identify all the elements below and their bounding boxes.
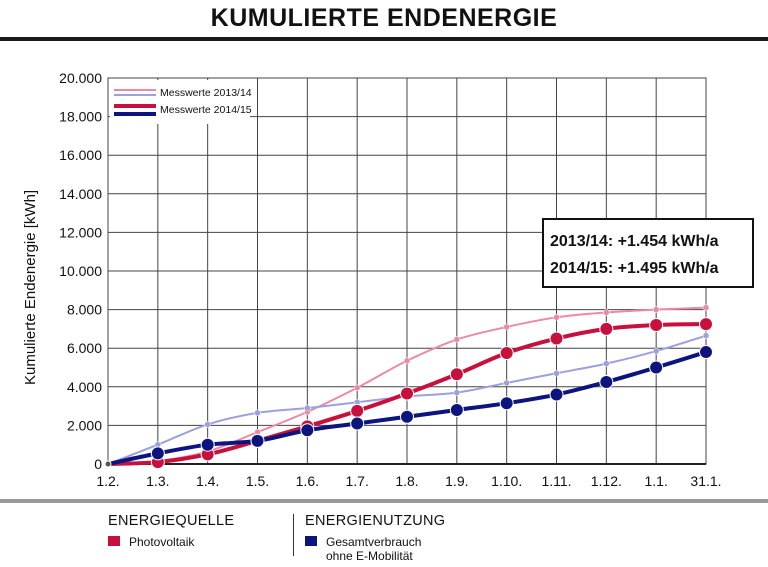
legend-label-2013-14: Messwerte 2013/14 bbox=[160, 87, 252, 99]
energy-source-item: Photovoltaik bbox=[108, 535, 234, 549]
energy-usage-heading: ENERGIENUTZUNG bbox=[305, 513, 446, 529]
data-point-series-1 bbox=[603, 309, 610, 316]
x-tick-label: 1.2. bbox=[96, 473, 119, 489]
chart-legend: Messwerte 2013/14 Messwerte 2014/15 bbox=[110, 80, 252, 124]
data-point-series-4 bbox=[400, 409, 414, 424]
x-tick-label: 1.6. bbox=[296, 473, 319, 489]
data-point-series-1 bbox=[403, 357, 411, 364]
y-tick-label: 18.000 bbox=[59, 109, 102, 125]
data-point-series-1 bbox=[553, 314, 560, 321]
chart-title: KUMULIERTE ENDENERGIE bbox=[210, 4, 558, 32]
data-point-series-2 bbox=[503, 379, 510, 387]
y-tick-label: 6.000 bbox=[67, 340, 102, 356]
data-point-series-4 bbox=[350, 416, 365, 431]
consumption-label-line1: Gesamtverbrauch bbox=[326, 535, 422, 549]
x-tick-label: 1.8. bbox=[395, 473, 418, 489]
data-point-series-4 bbox=[104, 460, 112, 468]
y-tick-label: 0 bbox=[94, 456, 102, 472]
chart-canvas: 0 2.000 4.000 6.000 8.000 10.000 12.000 14.000 1… bbox=[59, 70, 754, 489]
x-tick-label: 1.5. bbox=[246, 473, 269, 489]
data-point-series-2 bbox=[553, 370, 560, 377]
x-tick-label: 1.12. bbox=[591, 473, 622, 489]
data-point-series-4 bbox=[649, 360, 664, 375]
data-point-series-3 bbox=[699, 317, 713, 332]
y-tick-label: 2.000 bbox=[67, 417, 102, 433]
data-point-series-2 bbox=[652, 347, 660, 355]
x-tick-label: 31.1. bbox=[690, 473, 721, 489]
annotation-frame bbox=[542, 218, 754, 288]
data-point-series-4 bbox=[499, 396, 514, 411]
consumption-label-line2: ohne E-Mobilität bbox=[326, 549, 413, 563]
annotation-box: 2013/14: +1.454 kWh/a 2014/15: +1.495 kWh… bbox=[542, 218, 754, 288]
data-point-series-3 bbox=[649, 318, 664, 333]
data-point-series-2 bbox=[453, 389, 461, 396]
legend-box bbox=[110, 80, 250, 124]
y-tick-label: 14.000 bbox=[59, 186, 102, 202]
legend-energy-usage: ENERGIENUTZUNG Gesamtverbrauch ohne E-Mo… bbox=[305, 513, 445, 563]
consumption-swatch bbox=[305, 536, 317, 546]
legend-label-2014-15: Messwerte 2014/15 bbox=[160, 104, 252, 116]
x-tick-label: 1.3. bbox=[146, 473, 169, 489]
data-point-series-4 bbox=[300, 423, 315, 438]
x-tick-label: 1.9. bbox=[445, 473, 468, 489]
data-point-series-4 bbox=[250, 433, 265, 448]
annotation-line-1: 2013/14: +1.454 kWh/a bbox=[550, 233, 719, 250]
data-point-series-3 bbox=[599, 321, 614, 336]
legend-divider bbox=[293, 514, 294, 556]
section-rule bbox=[0, 499, 768, 503]
data-point-series-3 bbox=[350, 403, 365, 418]
y-axis-label: Kumulierte Endenergie [kWh] bbox=[22, 189, 39, 385]
y-tick-label: 4.000 bbox=[67, 379, 102, 395]
energy-source-heading: ENERGIEQUELLE bbox=[108, 513, 235, 529]
data-point-series-2 bbox=[702, 332, 710, 339]
data-point-series-1 bbox=[652, 306, 660, 313]
data-point-series-4 bbox=[200, 437, 215, 452]
energy-usage-item: Gesamtverbrauch ohne E-Mobilität bbox=[305, 535, 445, 563]
data-point-series-3 bbox=[449, 367, 464, 382]
data-point-series-2 bbox=[254, 409, 261, 417]
y-tick-label: 12.000 bbox=[59, 224, 102, 240]
title-rule bbox=[0, 37, 768, 41]
data-point-series-1 bbox=[503, 323, 510, 331]
y-tick-label: 16.000 bbox=[59, 147, 102, 163]
data-point-series-2 bbox=[304, 404, 311, 412]
data-point-series-4 bbox=[150, 446, 165, 461]
x-tick-label: 1.7. bbox=[345, 473, 368, 489]
data-point-series-2 bbox=[204, 421, 211, 428]
photovoltaik-swatch bbox=[108, 536, 120, 546]
data-point-series-1 bbox=[353, 384, 361, 392]
data-point-series-1 bbox=[453, 336, 461, 343]
y-tick-label: 10.000 bbox=[59, 263, 102, 279]
annotation-line-2: 2014/15: +1.495 kWh/a bbox=[550, 260, 719, 277]
y-tick-label: 20.000 bbox=[59, 70, 102, 86]
data-point-series-4 bbox=[699, 345, 713, 360]
data-point-series-3 bbox=[549, 331, 564, 346]
x-tick-label: 1.4. bbox=[196, 473, 219, 489]
data-point-series-3 bbox=[400, 386, 414, 401]
y-tick-label: 8.000 bbox=[67, 302, 102, 318]
data-point-series-2 bbox=[603, 360, 610, 367]
x-tick-label: 1.11. bbox=[541, 473, 571, 489]
data-point-series-4 bbox=[549, 387, 564, 402]
data-point-series-1 bbox=[702, 304, 710, 311]
photovoltaik-label: Photovoltaik bbox=[129, 535, 195, 549]
consumption-label: Gesamtverbrauch ohne E-Mobilität bbox=[326, 535, 421, 563]
data-point-series-4 bbox=[449, 402, 464, 417]
legend-energy-source: ENERGIEQUELLE Photovoltaik bbox=[108, 513, 234, 549]
x-tick-label: 1.10. bbox=[491, 473, 522, 489]
x-tick-label: 1.1. bbox=[644, 473, 667, 489]
data-point-series-4 bbox=[599, 374, 614, 389]
data-point-series-3 bbox=[499, 346, 514, 361]
